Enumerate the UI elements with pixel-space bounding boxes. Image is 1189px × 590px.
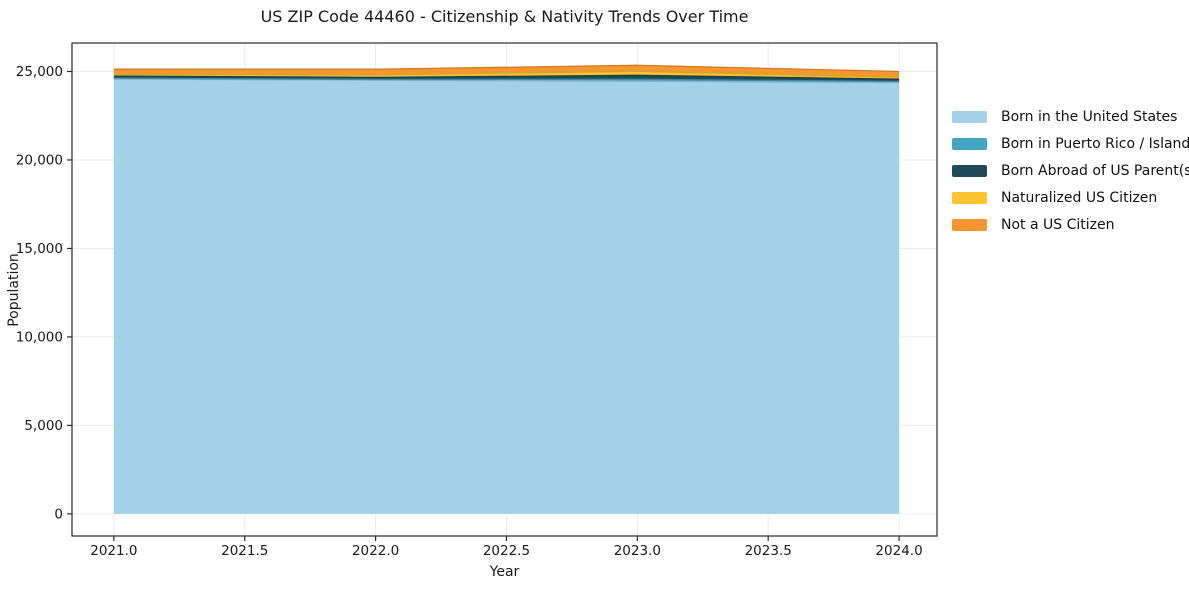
legend-item: Born Abroad of US Parent(s): [952, 157, 1189, 184]
y-tick-label: 10,000: [16, 329, 63, 345]
y-tick-label: 15,000: [16, 241, 63, 257]
x-tick-label: 2022.0: [352, 543, 399, 559]
x-tick-label: 2023.5: [745, 543, 792, 559]
x-tick-label: 2024.0: [875, 543, 922, 559]
legend-swatch-icon: [952, 191, 987, 204]
legend-item: Born in the United States: [952, 103, 1189, 130]
legend-label: Born in Puerto Rico / Islands: [1001, 135, 1189, 152]
legend-swatch-icon: [952, 137, 987, 150]
legend-item: Not a US Citizen: [952, 211, 1189, 238]
legend-swatch-icon: [952, 110, 987, 123]
legend-label: Naturalized US Citizen: [1001, 189, 1158, 206]
legend: Born in the United States Born in Puerto …: [952, 103, 1189, 238]
chart-title: US ZIP Code 44460 - Citizenship & Nativi…: [260, 7, 749, 26]
area-series-0: [113, 79, 900, 514]
legend-swatch-icon: [952, 164, 987, 177]
x-axis-label: Year: [489, 564, 520, 580]
y-tick-label: 25,000: [16, 64, 63, 80]
axis-ticks: [67, 70, 900, 541]
legend-label: Born Abroad of US Parent(s): [1001, 162, 1189, 179]
y-tick-label: 0: [54, 506, 63, 522]
legend-swatch-icon: [952, 218, 987, 231]
tick-labels: 2021.0 2021.5 2022.0 2022.5 2023.0 2023.5 2024…: [16, 64, 923, 559]
x-tick-label: 2022.5: [483, 543, 530, 559]
y-tick-label: 20,000: [16, 152, 63, 168]
area-top-edges: [113, 64, 900, 84]
x-tick-label: 2021.5: [221, 543, 268, 559]
legend-label: Not a US Citizen: [1001, 216, 1115, 233]
plot-border: [71, 42, 938, 537]
x-tick-label: 2023.0: [614, 543, 661, 559]
y-tick-label: 5,000: [24, 418, 63, 434]
y-axis-label: Population: [6, 253, 22, 327]
legend-label: Born in the United States: [1001, 108, 1178, 125]
stacked-areas: [113, 65, 900, 514]
legend-item: Naturalized US Citizen: [952, 184, 1189, 211]
x-tick-label: 2021.0: [90, 543, 137, 559]
legend-item: Born in Puerto Rico / Islands: [952, 130, 1189, 157]
